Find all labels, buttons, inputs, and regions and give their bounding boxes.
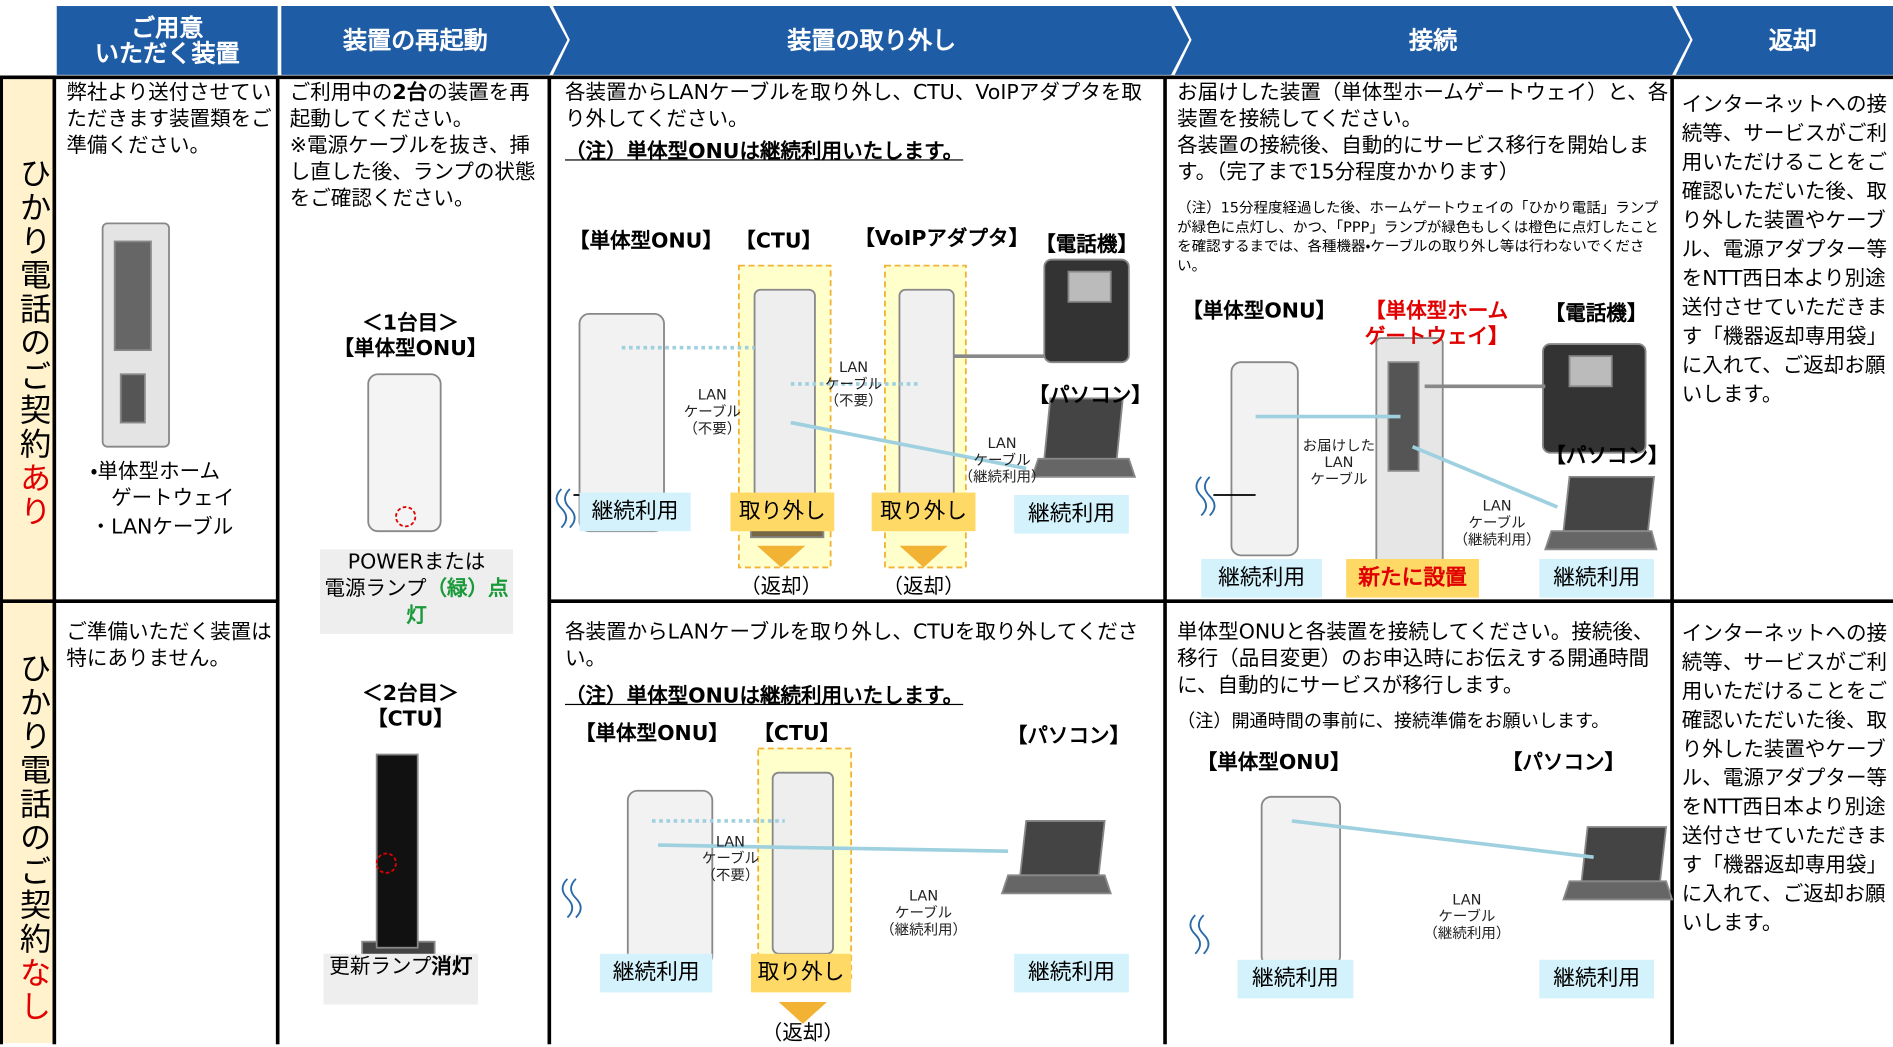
lamp-status: POWERまたは 電源ランプ（緑）点灯 [319,549,514,634]
text-span: （注）単体型ONUは継続利用いたします。 [565,140,964,165]
return-arrows [756,545,948,1024]
row-label: ひかり電話のご契約なし [10,651,51,1038]
text-span: （緑）点灯 [406,577,509,628]
status-box: 継続利用 [1014,494,1129,534]
connect-text: 単体型ONUと各装置を接続してください。接続後、移行（品目変更）のお申込時にお伝… [1177,620,1654,698]
header-shapes [56,6,1893,75]
status-box: 継続利用 [1539,558,1655,598]
device-label: 【単体型ホーム ゲートウェイ】 [1364,299,1509,349]
device-label: 【VoIPアダプタ】 [854,226,1030,252]
return-label: （返却） [882,574,965,599]
cable-label: LAN ケーブル （継続利用） [958,434,1046,486]
device-label: 【単体型ONU】 [568,229,723,254]
status-box: 取り外し [730,492,835,532]
text-span: 更新ランプ [329,954,432,980]
status-box: 継続利用 [1014,953,1129,993]
device-label: 【電話機】 [1035,233,1138,258]
device-label: 【単体型ONU】 [1182,299,1337,324]
removal-text: 各装置からLANケーブルを取り外し、CTUを取り外してください。 [565,620,1139,672]
device-label: 【パソコン】 [1006,724,1131,749]
device-label: 【電話機】 [1544,301,1648,326]
prepare-item: ・単体型ホーム ゲートウェイ [90,459,235,511]
status-box: 取り外し [871,492,976,532]
prepare-text: ご準備いただく装置は特にありません。 [66,620,272,672]
cable-label: LAN ケーブル （継続利用） [1453,497,1541,549]
device-label: 【単体型ONU】 [574,721,729,747]
device-label: 【単体型ONU】 [1196,750,1351,776]
text-span: ご利用中の [289,80,393,106]
status-box: 継続利用 [1539,959,1655,999]
status-box: 継続利用 [579,492,691,532]
return-text: インターネットへの接続等、サービスがご利用いただけることをご確認いただいた後、取… [1681,92,1888,407]
row-label-bg [1,77,55,1044]
devices [101,222,1674,979]
device-label: 【パソコン】 [1545,444,1669,469]
cable-label: LAN ケーブル （継続利用） [880,887,968,939]
cables [555,345,1594,955]
connect-text: お届けした装置（単体型ホームゲートウェイ）と、各装置を接続してください。 各装置… [1177,80,1669,185]
return-text: インターネットへの接続等、サービスがご利用いただけることをご確認いただいた後、取… [1681,621,1888,936]
return-label: （返却） [761,1021,844,1046]
column-header: ご用意 いただく装置 [94,12,240,68]
removal-note: （注）単体型ONUは継続利用いたします。 [565,139,1157,166]
text-span: の装置を再起動してください。 ※電源ケーブルを抜き、挿し直した後、ランプの状態を… [289,80,536,212]
connect-note: （注）開通時間の事前に、接続準備をお願いします。 [1177,709,1610,732]
status-box: 継続利用 [1201,558,1322,598]
removal-note: （注）単体型ONUは継続利用いたします。 [565,683,1157,710]
device-label: 【CTU】 [753,721,841,747]
device-label: 【CTU】 [735,229,823,254]
status-box: 新たに設置 [1346,558,1479,598]
restart-unit-title: ＜1台目＞ 【単体型ONU】 [333,311,488,361]
return-label: （返却） [740,574,823,599]
text-span: 2台 [392,80,428,106]
text-span: （注）単体型ONUは継続利用いたします。 [565,684,964,709]
column-header: 装置の再起動 [342,25,488,55]
status-box: 取り外し [750,953,852,993]
cable-label: LAN ケーブル （不要） [824,358,883,410]
column-header: 接続 [1408,25,1458,55]
grid [0,75,1893,1045]
text-span: なし [14,956,51,1024]
prepare-text: 弊社より送付させていただきます装置類をご準備ください。 [66,80,272,159]
restart-text: ご利用中の2台の装置を再起動してください。 ※電源ケーブルを抜き、挿し直した後、… [290,80,546,213]
text-span: ひかり電話のご契約 [14,156,51,462]
restart-unit-title: ＜2台目＞ 【CTU】 [362,682,459,732]
cable-label: お届けした LAN ケーブル [1302,437,1376,488]
column-header: 装置の取り外し [787,25,957,55]
status-box: 継続利用 [1237,959,1354,999]
text-span: POWERまたは 電源ランプ [324,550,486,602]
text-span: 消灯 [431,954,473,980]
cable-label: LAN ケーブル （不要） [683,386,742,438]
cable-label: LAN ケーブル （不要） [701,833,760,884]
removal-text: 各装置からLANケーブルを取り外し、CTU、VoIPアダプタを取り外してください… [565,80,1142,132]
column-header: 返却 [1768,25,1817,55]
prepare-item: ・LANケーブル [90,515,234,540]
text-span: あり [14,461,51,529]
device-label: 【パソコン】 [1028,383,1152,409]
device-label: 【パソコン】 [1501,750,1626,776]
cable-label: LAN ケーブル （継続利用） [1423,890,1511,942]
status-box: 継続利用 [600,953,713,993]
row-label: ひかり電話のご契約あり [10,156,51,543]
lamp-status: 更新ランプ消灯 [323,953,479,1005]
connect-note: （注）15分程度経過した後、ホームゲートウェイの「ひかり電話」ランプが緑色に点灯… [1177,199,1659,275]
text-span: ひかり電話のご契約 [14,651,51,957]
